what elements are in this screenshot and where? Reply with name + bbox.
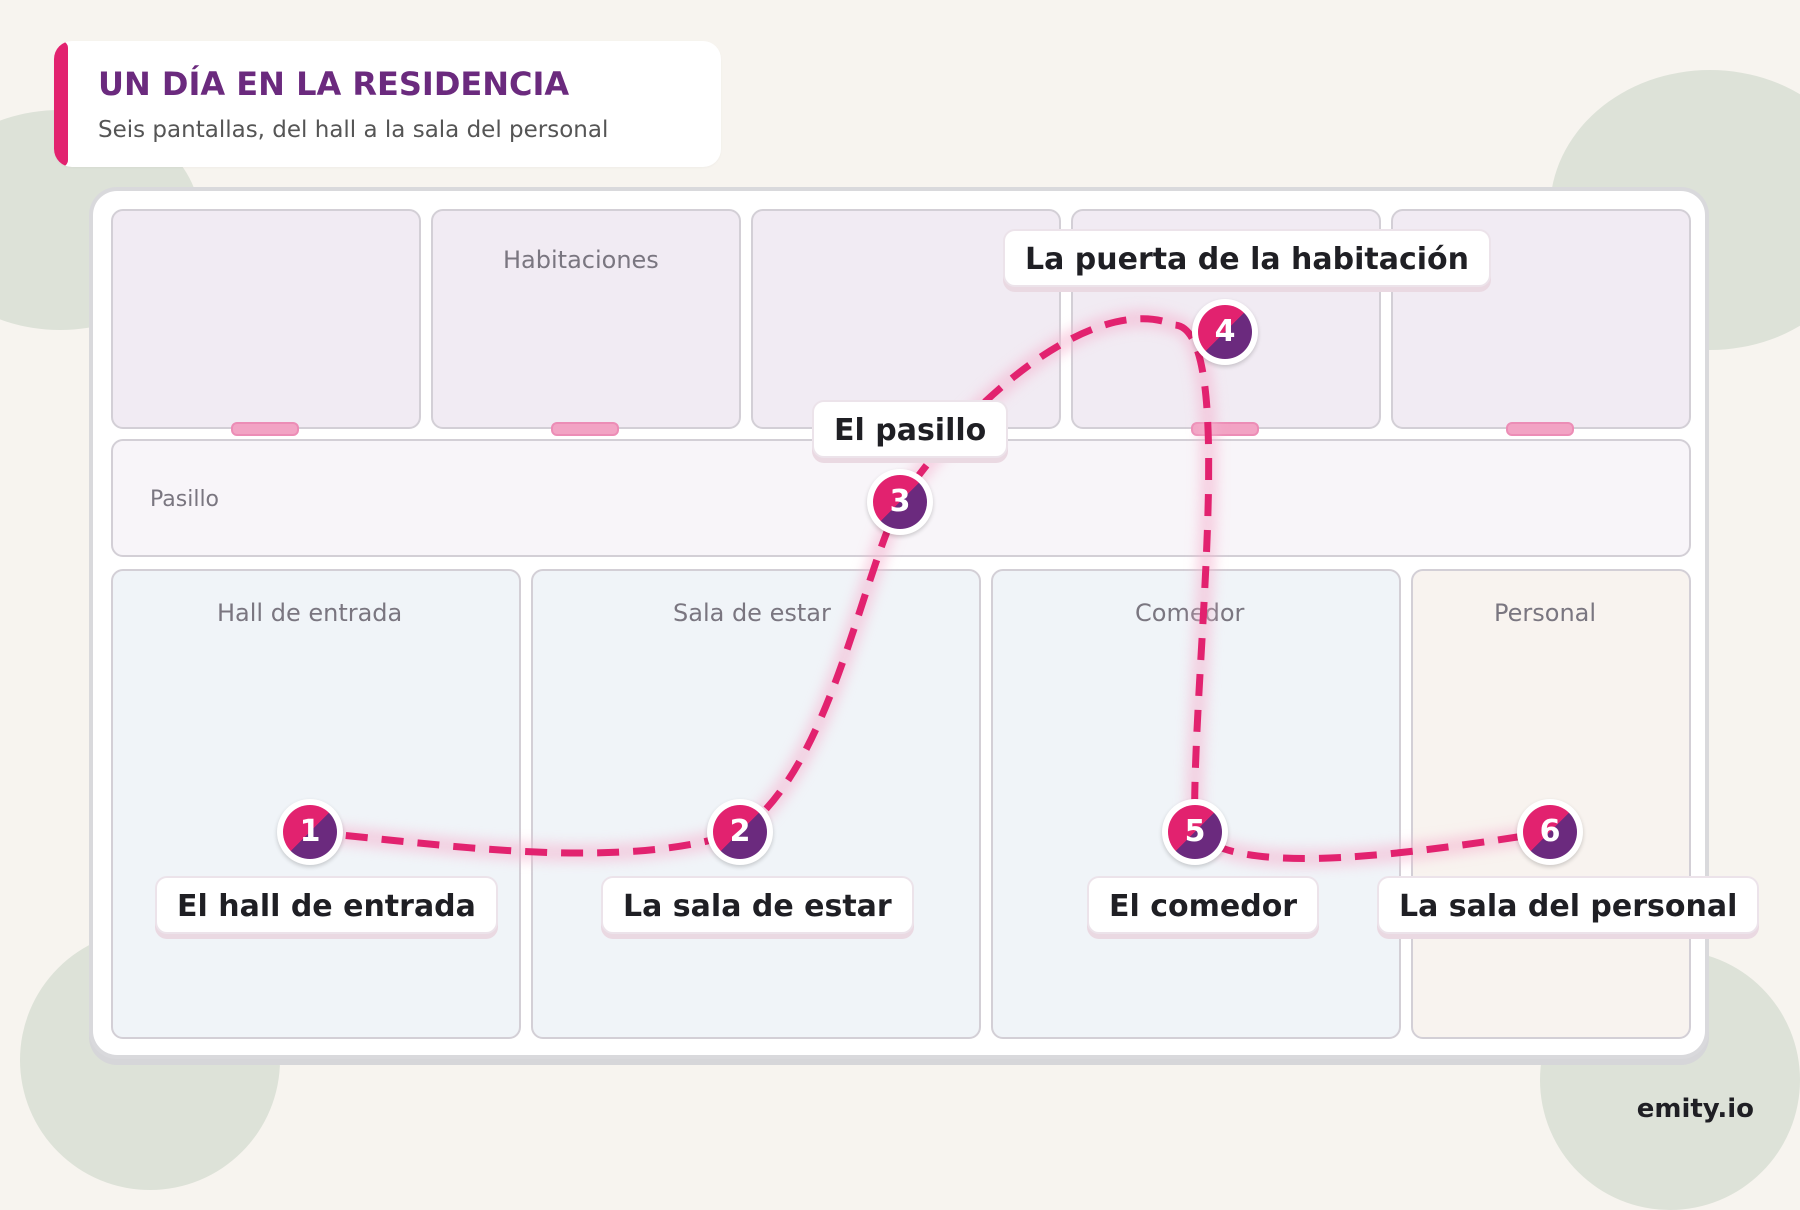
title-accent-bar: [54, 41, 68, 167]
door-5: [1506, 422, 1574, 436]
title-card: UN DÍA EN LA RESIDENCIA Seis pantallas, …: [54, 41, 721, 167]
step-number-2: 2: [713, 805, 767, 859]
room-habitacion-2: [431, 209, 741, 429]
room-label-comedor: Comedor: [1135, 599, 1245, 627]
door-2: [551, 422, 619, 436]
page-title: UN DÍA EN LA RESIDENCIA: [98, 65, 570, 103]
step-label-6: La sala del personal: [1377, 876, 1760, 934]
step-marker-1: 1: [277, 799, 343, 865]
room-habitacion-1: [111, 209, 421, 429]
step-number-6: 6: [1523, 805, 1577, 859]
route-path: [301, 309, 1559, 868]
step-marker-4: 4: [1192, 299, 1258, 365]
brand-logo: emity.io: [1636, 1094, 1754, 1124]
room-label-sala-estar: Sala de estar: [673, 599, 831, 627]
step-marker-2: 2: [707, 799, 773, 865]
step-number-1: 1: [283, 805, 337, 859]
step-number-3: 3: [873, 475, 927, 529]
step-label-3: El pasillo: [812, 400, 1009, 458]
step-label-2: La sala de estar: [601, 876, 914, 934]
step-marker-3: 3: [867, 469, 933, 535]
room-label-habitaciones: Habitaciones: [503, 246, 659, 274]
room-label-personal: Personal: [1494, 599, 1597, 627]
room-label-hall: Hall de entrada: [217, 599, 403, 627]
room-label-pasillo: Pasillo: [150, 487, 220, 512]
page-subtitle: Seis pantallas, del hall a la sala del p…: [98, 117, 609, 143]
step-number-4: 4: [1198, 305, 1252, 359]
step-label-1: El hall de entrada: [155, 876, 498, 934]
step-marker-6: 6: [1517, 799, 1583, 865]
step-label-4: La puerta de la habitación: [1003, 229, 1492, 287]
step-label-5: El comedor: [1087, 876, 1320, 934]
door-1: [231, 422, 299, 436]
step-number-5: 5: [1168, 805, 1222, 859]
step-marker-5: 5: [1162, 799, 1228, 865]
